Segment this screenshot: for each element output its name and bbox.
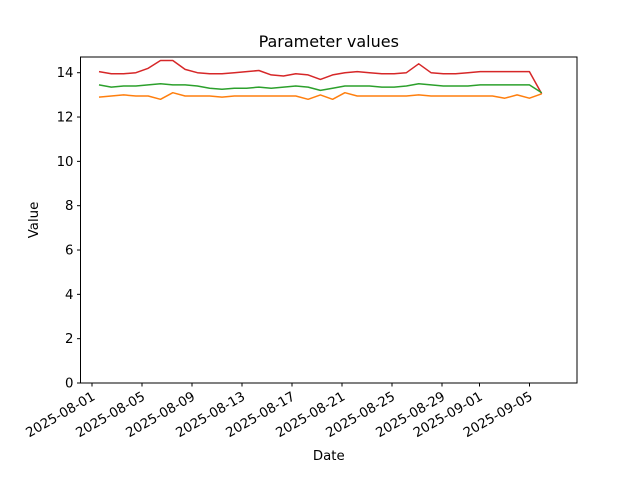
x-axis-ticks: 2025-08-012025-08-052025-08-092025-08-13… [24,383,536,441]
line-series_2 [98,83,543,94]
line-series_3 [98,91,542,101]
plot-area [80,56,578,384]
data-series-lines [98,59,543,101]
y-tick-label: 10 [57,155,74,170]
y-tick-label: 8 [65,199,73,214]
y-tick-label: 0 [65,377,73,392]
x-axis-label: Date [313,449,345,464]
y-tick-label: 14 [57,66,74,81]
y-axis-ticks: 0 2 4 6 8 10 12 14 [57,66,81,392]
y-tick-label: 4 [65,288,73,303]
chart-title: Parameter values [259,32,399,51]
y-tick-label: 2 [65,332,73,347]
line-series_1 [98,59,543,95]
y-axis-label: Value [27,202,42,239]
y-tick-label: 12 [57,111,74,126]
y-tick-label: 6 [65,244,73,259]
